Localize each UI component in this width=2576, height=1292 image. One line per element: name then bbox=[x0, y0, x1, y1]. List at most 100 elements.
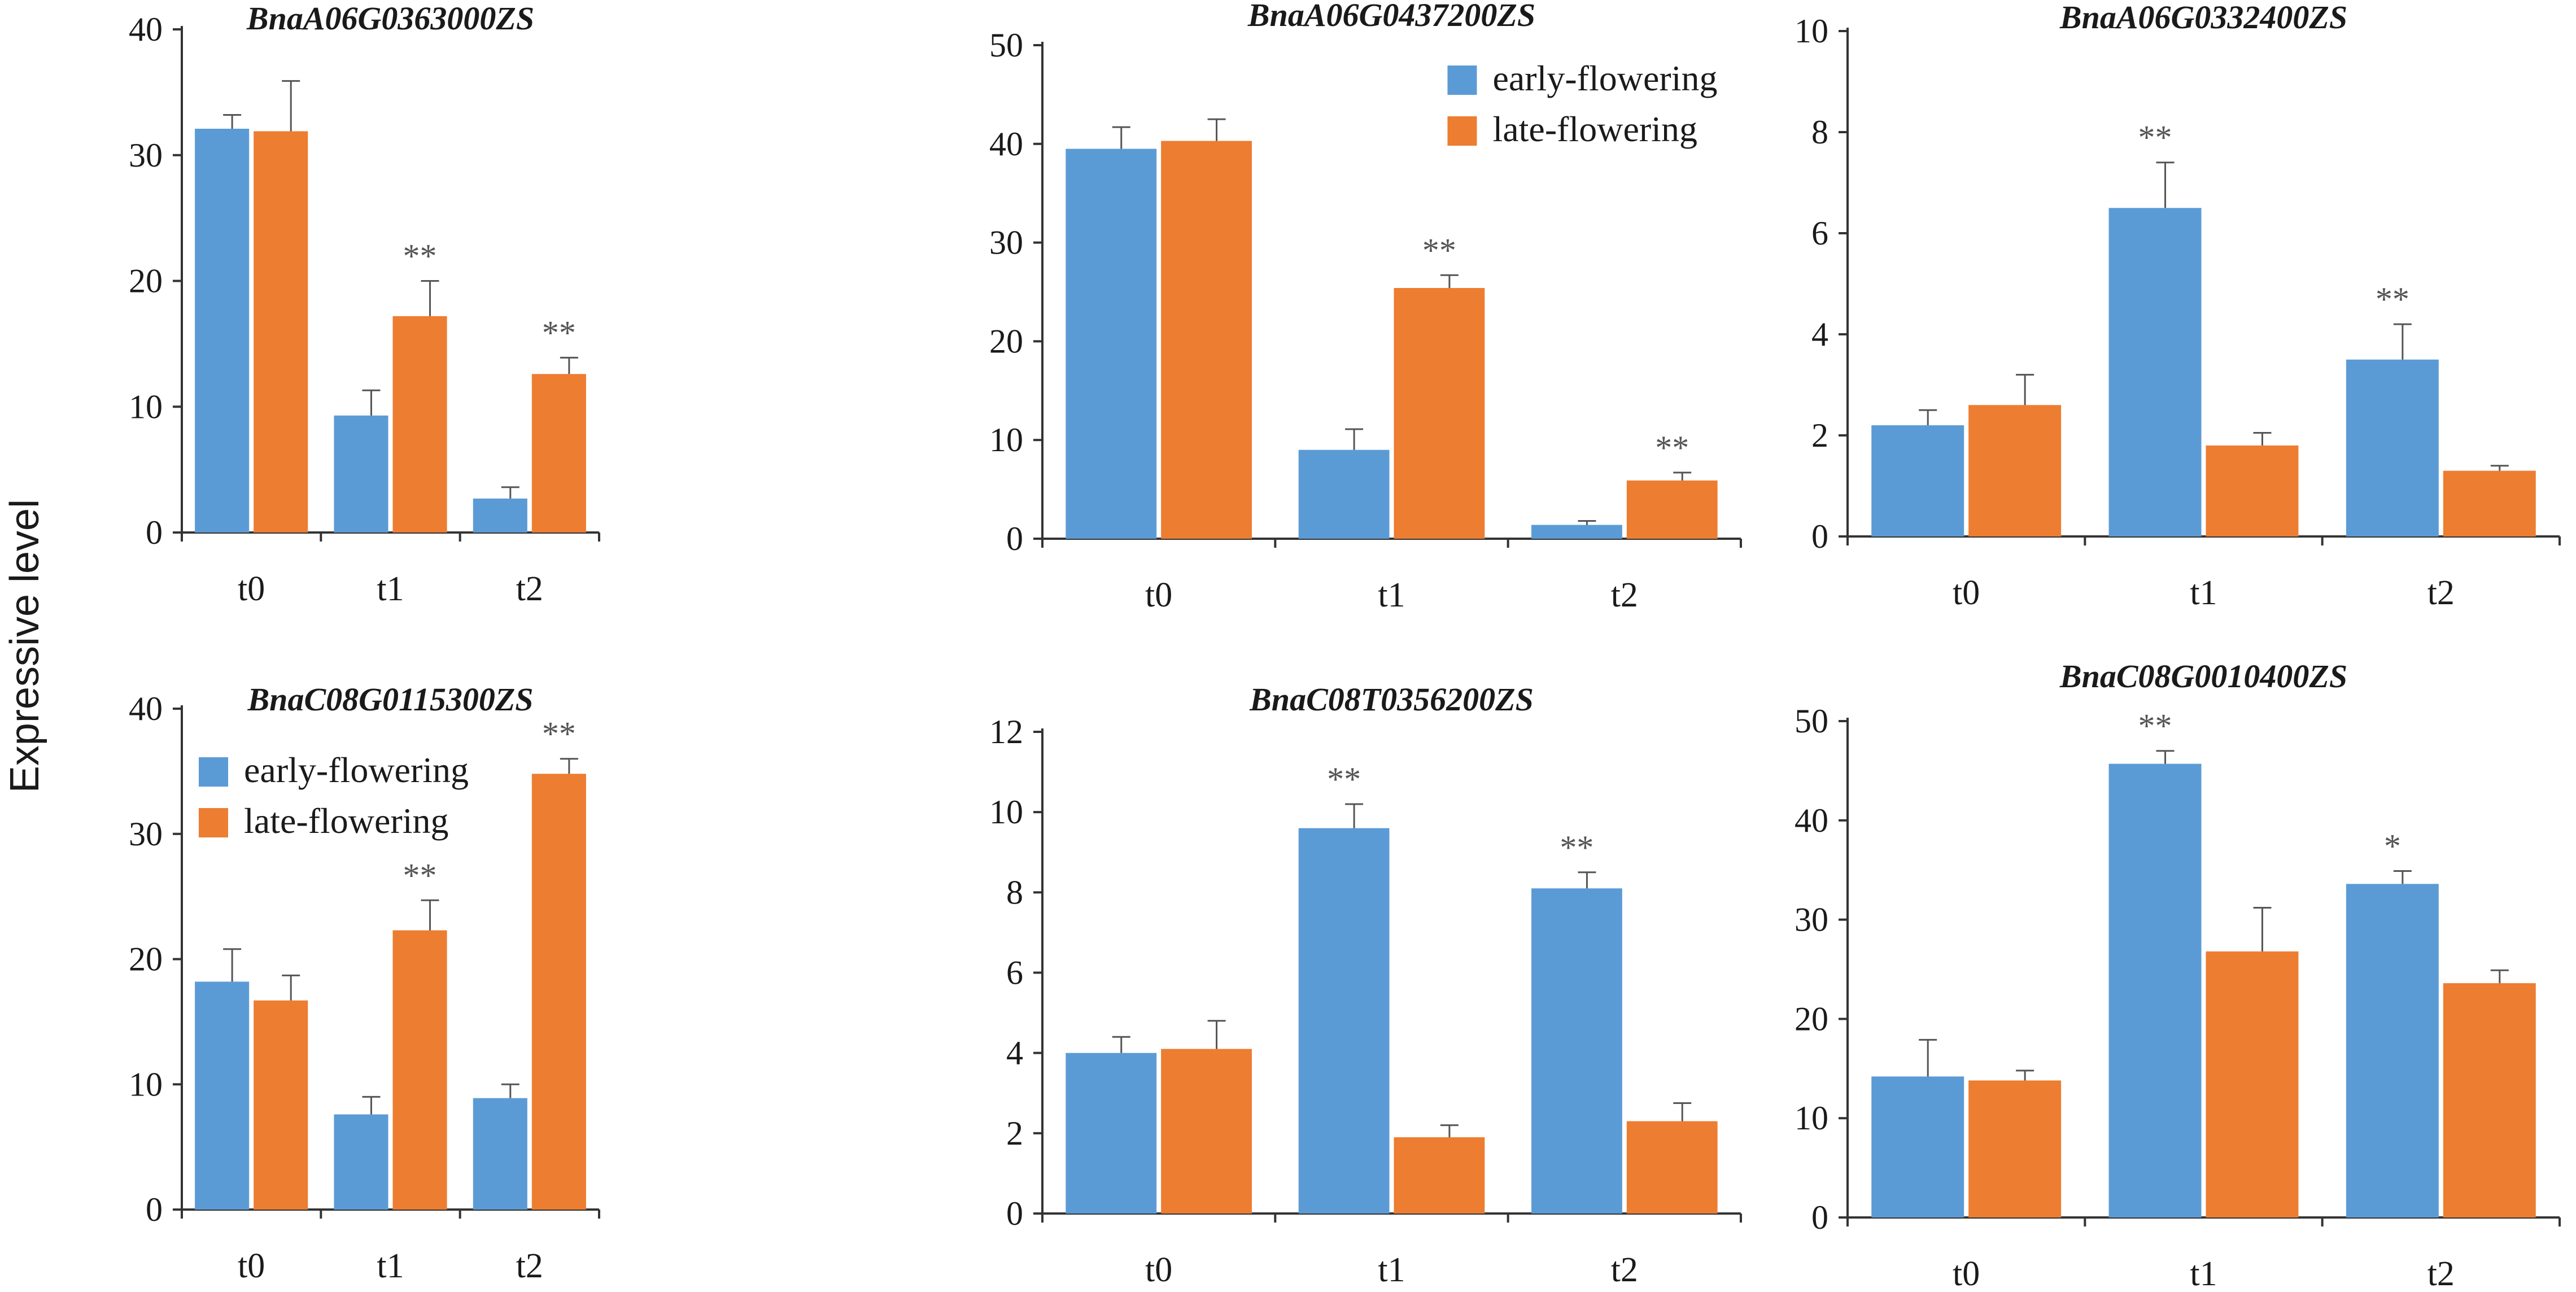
x-category-label: t2 bbox=[2427, 1255, 2455, 1292]
y-tick-label: 4 bbox=[1006, 1035, 1023, 1072]
legend-swatch-late bbox=[1447, 116, 1477, 146]
y-tick-label: 10 bbox=[1795, 1099, 1828, 1137]
bar-late-t0 bbox=[1968, 1080, 2062, 1217]
bar-late-t2 bbox=[531, 374, 586, 532]
legend-swatch-early bbox=[1447, 66, 1477, 95]
significance-marker: ** bbox=[1655, 429, 1689, 466]
bar-late-t0 bbox=[1968, 405, 2062, 536]
significance-marker: ** bbox=[542, 314, 576, 351]
significance-marker: ** bbox=[542, 715, 576, 753]
bar-early-t0 bbox=[1871, 425, 1964, 536]
significance-marker: ** bbox=[2376, 281, 2409, 318]
bar-late-t1 bbox=[1394, 288, 1485, 539]
y-tick-label: 20 bbox=[1795, 1000, 1828, 1037]
y-tick-label: 50 bbox=[989, 27, 1023, 64]
y-tick-label: 0 bbox=[1006, 1195, 1023, 1232]
y-tick-label: 10 bbox=[129, 388, 163, 425]
x-category-label: t1 bbox=[1378, 1251, 1405, 1289]
bar-early-t1 bbox=[334, 415, 388, 532]
bar-late-t2 bbox=[531, 774, 586, 1210]
bar-early-t0 bbox=[1871, 1076, 1964, 1217]
y-tick-label: 8 bbox=[1006, 874, 1023, 911]
bar-early-t1 bbox=[2108, 763, 2202, 1217]
y-tick-label: 30 bbox=[129, 815, 163, 853]
significance-marker: * bbox=[2384, 827, 2401, 865]
chart-title: BnaA06G0363000ZS bbox=[246, 0, 534, 37]
bar-early-t1 bbox=[334, 1114, 388, 1210]
y-tick-label: 40 bbox=[129, 690, 163, 727]
bar-late-t2 bbox=[2443, 983, 2536, 1217]
y-tick-label: 40 bbox=[989, 125, 1023, 163]
bar-early-t1 bbox=[1298, 828, 1390, 1214]
chart-title: BnaC08T0356200ZS bbox=[1249, 681, 1534, 718]
y-tick-label: 50 bbox=[1795, 702, 1828, 740]
bar-late-t1 bbox=[2206, 951, 2299, 1217]
chart-title: BnaA06G0437200ZS bbox=[1247, 0, 1535, 33]
y-tick-label: 40 bbox=[1795, 802, 1828, 839]
x-category-label: t2 bbox=[516, 570, 543, 608]
x-category-label: t2 bbox=[1611, 1251, 1638, 1289]
bar-late-t1 bbox=[392, 316, 447, 532]
significance-marker: ** bbox=[2138, 708, 2172, 745]
bar-late-t0 bbox=[254, 1000, 308, 1210]
bar-early-t2 bbox=[2346, 884, 2439, 1217]
x-category-label: t1 bbox=[1378, 576, 1405, 614]
y-tick-label: 8 bbox=[1811, 114, 1828, 151]
y-tick-label: 30 bbox=[989, 224, 1023, 261]
legend-swatch-late bbox=[199, 808, 228, 837]
y-tick-label: 40 bbox=[129, 11, 163, 48]
y-tick-label: 2 bbox=[1006, 1115, 1023, 1152]
chart-panel-3: BnaA06G0332400ZS 0 2 4 6 8 10 t0 t1 t2 ** ** bbox=[1795, 0, 2561, 612]
legend-swatch-early bbox=[199, 757, 228, 787]
chart-title: BnaC08G0115300ZS bbox=[247, 681, 534, 718]
bar-early-t2 bbox=[2346, 359, 2439, 536]
y-tick-label: 0 bbox=[1811, 1199, 1828, 1236]
significance-marker: ** bbox=[403, 238, 437, 275]
significance-marker: ** bbox=[1327, 761, 1361, 798]
significance-marker: ** bbox=[403, 857, 437, 894]
y-tick-label: 0 bbox=[146, 1191, 163, 1228]
y-tick-label: 10 bbox=[129, 1066, 163, 1103]
y-tick-label: 10 bbox=[989, 793, 1023, 831]
bar-late-t2 bbox=[1626, 1121, 1718, 1214]
bar-early-t0 bbox=[1066, 149, 1157, 539]
x-category-label: t0 bbox=[238, 570, 265, 608]
y-tick-label: 20 bbox=[129, 263, 163, 300]
chart-panel-2: BnaA06G0437200ZS 0 10 20 30 40 50 t0 t1 t2 ** ** ear… bbox=[989, 0, 1742, 614]
y-tick-label: 6 bbox=[1811, 215, 1828, 252]
y-tick-label: 2 bbox=[1811, 417, 1828, 454]
bar-early-t2 bbox=[1531, 525, 1622, 539]
y-tick-label: 30 bbox=[1795, 901, 1828, 939]
legend-label-late: late-flowering bbox=[1492, 109, 1697, 149]
x-category-label: t1 bbox=[2190, 574, 2217, 612]
bar-late-t1 bbox=[1394, 1137, 1485, 1214]
significance-marker: ** bbox=[1560, 829, 1593, 866]
x-category-label: t2 bbox=[516, 1247, 543, 1285]
bar-early-t2 bbox=[1531, 888, 1622, 1214]
x-category-label: t0 bbox=[1953, 1255, 1980, 1292]
bar-early-t0 bbox=[195, 128, 250, 532]
significance-marker: ** bbox=[1422, 232, 1456, 269]
y-tick-label: 12 bbox=[989, 713, 1023, 750]
chart-panel-1: BnaA06G0363000ZS 0 10 20 30 40 t0 t1 t2 ** ** bbox=[129, 0, 600, 608]
bar-late-t1 bbox=[392, 930, 447, 1210]
y-tick-label: 6 bbox=[1006, 954, 1023, 992]
bar-early-t2 bbox=[473, 1098, 527, 1210]
y-tick-label: 0 bbox=[1006, 520, 1023, 557]
y-tick-label: 30 bbox=[129, 137, 163, 174]
chart-panel-5: BnaC08T0356200ZS 0 2 4 6 8 10 12 t0 t1 t2 ** ** bbox=[989, 681, 1742, 1289]
chart-title: BnaC08G0010400ZS bbox=[2059, 658, 2347, 695]
y-tick-label: 20 bbox=[129, 941, 163, 978]
y-tick-label: 20 bbox=[989, 322, 1023, 360]
x-category-label: t0 bbox=[1953, 574, 1980, 612]
legend: early-flowering late-flowering bbox=[1447, 58, 1717, 149]
bar-late-t0 bbox=[1161, 141, 1252, 539]
y-tick-label: 0 bbox=[146, 514, 163, 551]
x-category-label: t0 bbox=[1145, 1251, 1172, 1289]
bar-early-t0 bbox=[195, 981, 250, 1210]
x-category-label: t0 bbox=[238, 1247, 265, 1285]
chart-panel-4: BnaC08G0115300ZS 0 10 20 30 40 t0 t1 t2 ** ** early… bbox=[129, 681, 600, 1285]
bar-late-t2 bbox=[1626, 480, 1718, 539]
